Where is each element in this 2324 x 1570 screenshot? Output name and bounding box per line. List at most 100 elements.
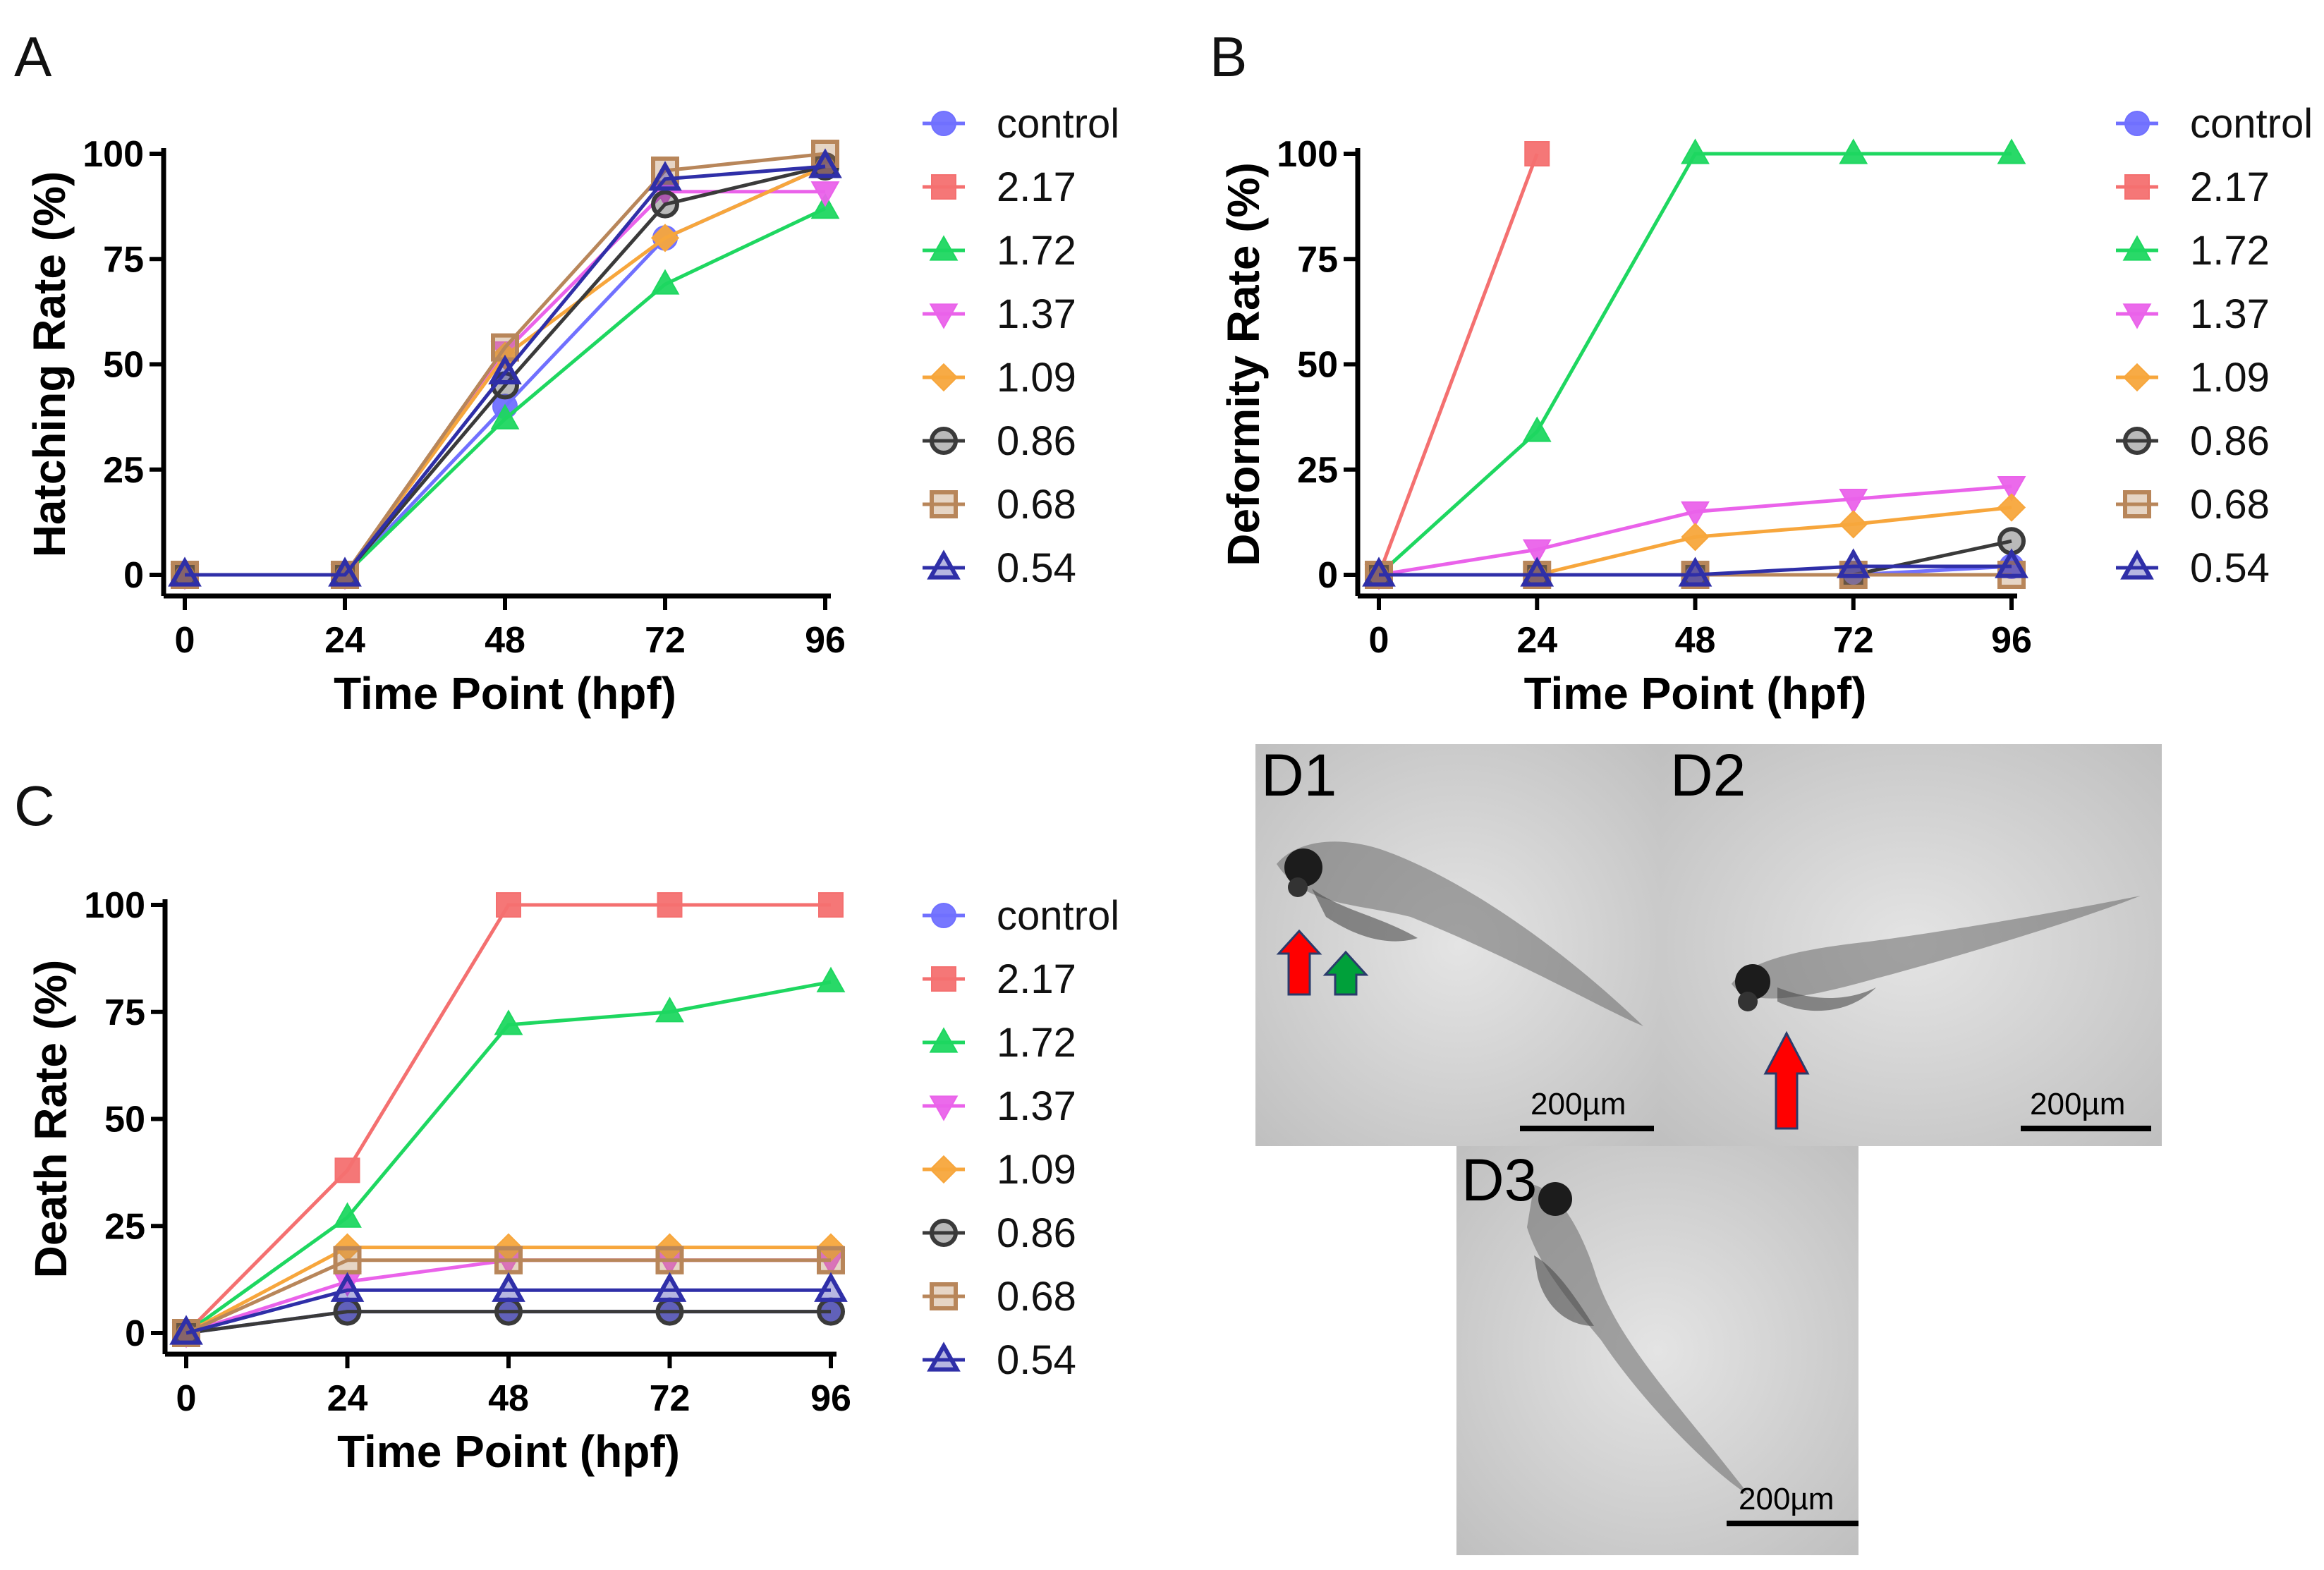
panel-c-legend-marker xyxy=(929,1027,959,1053)
panel-a-point-1-37 xyxy=(810,181,840,207)
panel-a-y-tick-label: 0 xyxy=(123,555,144,596)
green-arrow-d1 xyxy=(1322,950,1369,996)
panel-b-x-tick-label: 72 xyxy=(1833,620,1874,661)
panel-c-point-1-72 xyxy=(655,997,684,1023)
panel-a-legend-item-1-09: 1.09 xyxy=(923,355,1076,401)
panel-letter-a: A xyxy=(14,25,52,88)
panel-c-legend-item-control: control xyxy=(923,893,1119,939)
panel-c-point-2-17 xyxy=(496,892,521,918)
panel-a-point-1-72 xyxy=(490,403,520,430)
panel-b-legend-item-0-86: 0.86 xyxy=(2116,418,2270,464)
panel-a-point-0-54 xyxy=(648,161,682,191)
larva-d3 xyxy=(1527,1182,1749,1495)
panel-c-x-tick-label: 72 xyxy=(650,1378,690,1419)
panel-b-legend-marker xyxy=(2124,111,2150,136)
panel-b-point-1-09 xyxy=(1997,493,2026,522)
panel-a-legend-marker xyxy=(927,549,961,580)
panel-c-x-tick-label: 0 xyxy=(176,1378,197,1419)
panel-c-legend-item-0-68: 0.68 xyxy=(923,1274,1076,1320)
panel-a-x-tick-label: 24 xyxy=(324,620,365,661)
panel-c-series-1-72 xyxy=(171,966,846,1344)
panel-a-legend-marker xyxy=(931,174,956,200)
panel-c-x-axis-title: Time Point (hpf) xyxy=(337,1426,680,1477)
panel-c-legend-label: 0.54 xyxy=(997,1337,1076,1383)
panel-a-legend-label: 0.54 xyxy=(997,545,1076,591)
panel-b-point-1-72 xyxy=(1681,138,1710,164)
panel-c-x-tick-label: 96 xyxy=(810,1378,851,1419)
panel-a-legend-label: 2.17 xyxy=(997,164,1076,210)
panel-b-series-0-54 xyxy=(1362,548,2028,587)
panel-a-legend-item-control: control xyxy=(923,101,1119,147)
panel-c-line-0-54 xyxy=(185,1288,831,1335)
panel-a-line-0-54 xyxy=(185,164,826,577)
panel-c-point-0-68 xyxy=(333,1246,362,1274)
panel-c-legend-marker xyxy=(930,1219,958,1247)
panel-c-legend-item-1-37: 1.37 xyxy=(923,1083,1076,1129)
panel-b-legend-label: 0.54 xyxy=(2190,545,2270,591)
panel-c-point-0-68 xyxy=(494,1246,523,1274)
panel-b-legend-item-0-54: 0.54 xyxy=(2116,545,2270,591)
panel-a-series-0-54 xyxy=(168,148,842,587)
panel-c-legend-label: 1.37 xyxy=(997,1083,1076,1129)
panel-b-legend-item-1-09: 1.09 xyxy=(2116,355,2270,401)
panel-b-legend-marker xyxy=(2123,427,2151,455)
panel-b-point-0-54 xyxy=(1836,548,1870,578)
panel-b-point-0-54 xyxy=(1995,548,2028,578)
panel-a-y-tick-label: 100 xyxy=(83,134,144,175)
panel-b-legend-marker xyxy=(2120,549,2154,580)
panel-c-legend-item-0-86: 0.86 xyxy=(923,1210,1076,1256)
panel-b-x-tick-label: 24 xyxy=(1516,620,1557,661)
panel-letter-c: C xyxy=(14,774,55,837)
panel-b-legend-item-1-72: 1.72 xyxy=(2116,228,2270,274)
panel-b-point-1-37 xyxy=(1997,476,2026,502)
panel-b-point-0-54 xyxy=(1520,556,1555,587)
panel-a-y-tick-label: 50 xyxy=(103,345,144,386)
chart-panel-deformity-rate: 0 25 50 75 100 0 24 48 72 96 Time Point (hpf) Defor… xyxy=(1218,101,2313,719)
red-arrow-d1 xyxy=(1276,929,1322,996)
larva-d1 xyxy=(1277,841,1643,1026)
panel-a-x-tick-label: 72 xyxy=(645,620,686,661)
panel-a-legend-item-2-17: 2.17 xyxy=(923,164,1076,210)
panel-b-y-tick-label: 50 xyxy=(1297,345,1338,386)
panel-c-point-1-72 xyxy=(494,1009,523,1035)
panel-c-y-tick-label: 100 xyxy=(84,885,145,926)
panel-b-x-tick-label: 48 xyxy=(1675,620,1716,661)
panel-b-legend-marker xyxy=(2122,235,2152,261)
panel-b-y-tick-label: 100 xyxy=(1277,134,1338,175)
micrograph-d2: D2 200µm xyxy=(1661,742,2162,1146)
panel-b-legend-label: 1.37 xyxy=(2190,291,2270,337)
panel-c-point-0-54 xyxy=(652,1272,687,1302)
panel-a-legend-label: 0.86 xyxy=(997,418,1076,464)
panel-c-point-0-86 xyxy=(817,1297,845,1326)
panel-a-legend-marker xyxy=(929,303,959,329)
panel-b-y-tick-label: 25 xyxy=(1297,450,1338,491)
panel-c-y-tick-label: 25 xyxy=(104,1206,145,1247)
panel-b-legend-label: 0.68 xyxy=(2190,482,2270,528)
panel-c-line-0-68 xyxy=(185,1258,831,1335)
panel-b-x-tick-label: 0 xyxy=(1369,620,1389,661)
panel-a-legend-item-0-54: 0.54 xyxy=(923,545,1076,591)
panel-a-legend-label: 1.37 xyxy=(997,291,1076,337)
panel-c-legend-item-0-54: 0.54 xyxy=(923,1337,1076,1383)
panel-letter-b: B xyxy=(1210,25,1247,88)
micrograph-label-d3: D3 xyxy=(1461,1147,1537,1213)
scale-bar-label-d2: 200µm xyxy=(2030,1087,2125,1121)
panel-c-legend-marker xyxy=(931,903,956,928)
panel-a-point-0-54 xyxy=(488,354,522,385)
panel-b-point-1-72 xyxy=(1839,138,1868,164)
panel-c-legend-marker xyxy=(930,1282,958,1310)
scale-bar-label-d1: 200µm xyxy=(1531,1087,1626,1121)
panel-a-point-0-54 xyxy=(168,556,202,587)
panel-b-point-1-72 xyxy=(1522,416,1552,442)
panel-a-x-tick-label: 0 xyxy=(175,620,195,661)
panel-a-y-tick-label: 25 xyxy=(103,450,144,491)
panel-c-point-1-72 xyxy=(816,966,846,992)
panel-a-legend-marker xyxy=(929,363,959,392)
panel-c-point-0-86 xyxy=(494,1297,523,1326)
panel-c-point-0-54 xyxy=(492,1272,525,1302)
panel-b-point-0-54 xyxy=(1362,556,1396,587)
red-arrow-d2 xyxy=(1763,1030,1810,1130)
panel-c-x-tick-label: 48 xyxy=(488,1378,529,1419)
panel-b-y-tick-label: 75 xyxy=(1297,239,1338,280)
